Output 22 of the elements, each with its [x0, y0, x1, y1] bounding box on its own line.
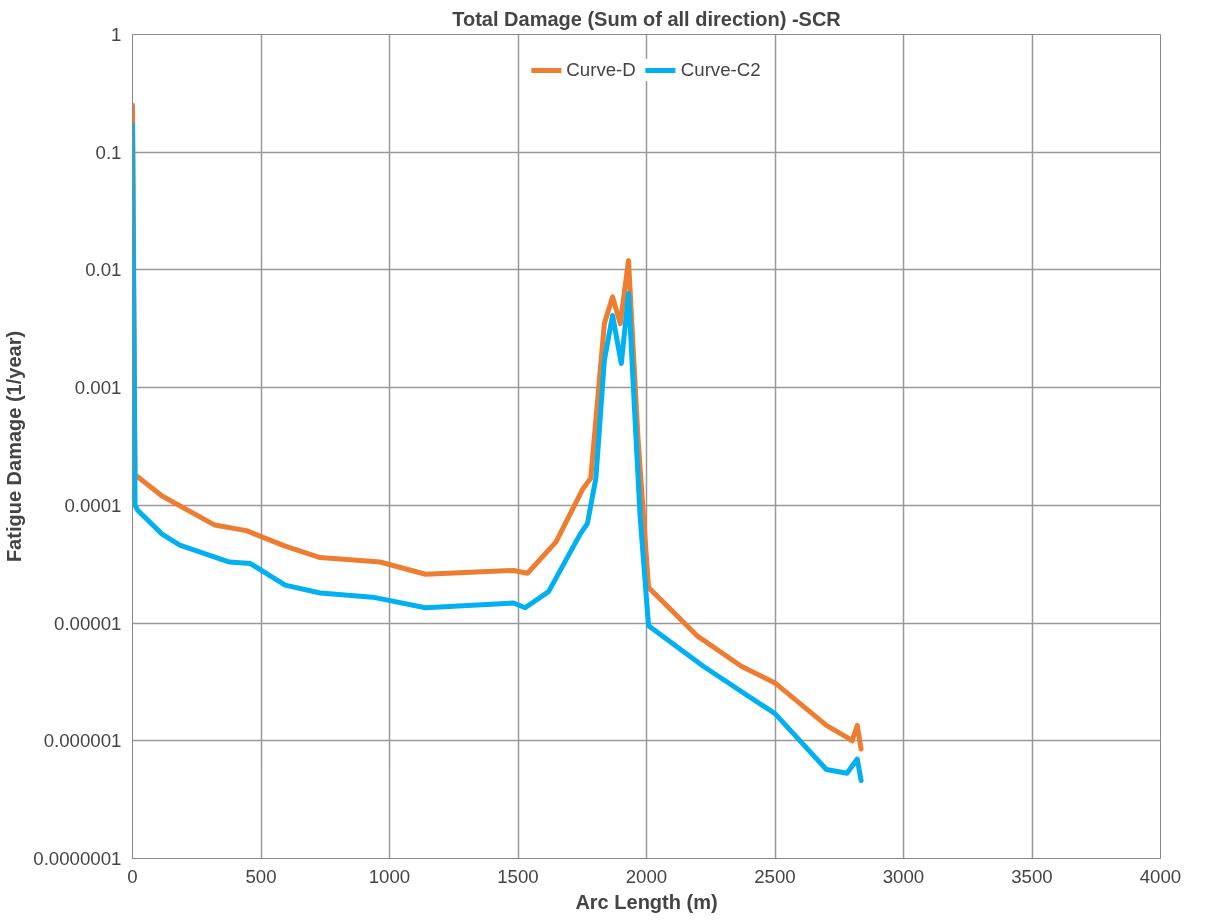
x-tick-label: 3500 [1011, 865, 1053, 887]
x-axis-title: Arc Length (m) [575, 890, 718, 913]
legend-label: Curve-C2 [680, 59, 761, 81]
legend-label: Curve-D [566, 59, 636, 81]
y-tick-label: 0.01 [85, 259, 122, 281]
y-tick-label: 0.000001 [43, 730, 122, 752]
x-tick-label: 2500 [754, 865, 796, 887]
x-tick-label: 3000 [882, 865, 925, 887]
x-tick-label: 0 [127, 865, 138, 887]
x-tick-label: 2000 [625, 865, 668, 887]
x-tick-label: 500 [245, 865, 277, 887]
y-tick-label: 0.00001 [54, 612, 122, 634]
y-tick-label: 0.1 [95, 141, 122, 163]
x-tick-label: 1000 [368, 865, 411, 887]
chart-title: Total Damage (Sum of all direction) -SCR [452, 7, 842, 30]
y-tick-label: 0.0000001 [33, 848, 122, 869]
y-tick-label: 0.0001 [64, 494, 122, 516]
y-axis-title: Fatigue Damage (1/year) [3, 330, 26, 563]
x-tick-label: 4000 [1139, 865, 1182, 887]
x-tick-label: 1500 [497, 865, 539, 887]
y-tick-label: 0.001 [74, 377, 122, 399]
y-tick-label: 1 [111, 24, 122, 45]
